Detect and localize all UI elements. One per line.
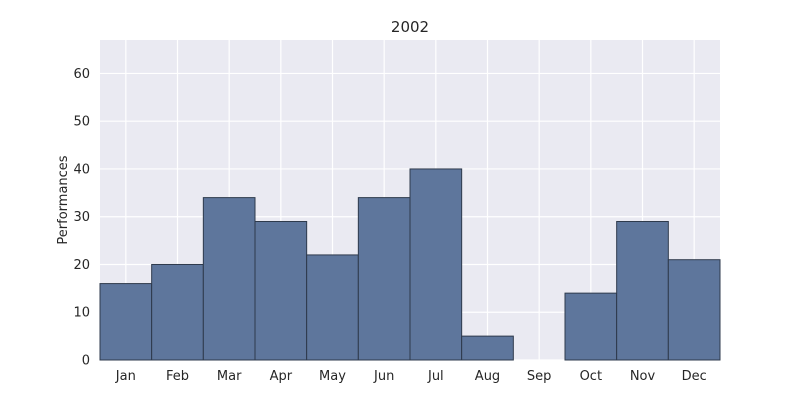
y-tick-label: 60 <box>73 67 90 82</box>
y-tick-label: 10 <box>73 306 90 321</box>
bar-jul <box>409 168 463 361</box>
bar-feb <box>151 263 204 361</box>
bars <box>99 168 721 361</box>
y-tick-label: 40 <box>73 162 90 177</box>
bar-may <box>306 254 359 361</box>
x-tick-label: Jun <box>373 369 394 384</box>
y-tick-label: 0 <box>82 354 90 369</box>
x-tick-label: Sep <box>527 369 552 384</box>
x-tick-label: Nov <box>630 369 656 384</box>
bar-jun <box>357 197 411 361</box>
bar-nov <box>616 220 669 361</box>
x-tick-label: Dec <box>682 369 707 384</box>
y-axis-label: Performances <box>56 155 71 244</box>
bar-mar <box>202 197 256 361</box>
x-tick-label: Apr <box>270 369 293 384</box>
chart-title: 2002 <box>391 18 429 36</box>
y-tick-label: 50 <box>73 115 90 130</box>
x-tick-label: Aug <box>475 369 500 384</box>
x-tick-label: Jan <box>115 369 136 384</box>
x-tick-label: Feb <box>166 369 189 384</box>
bar-apr <box>254 220 308 361</box>
x-tick-label: Oct <box>580 369 602 384</box>
y-tick-label: 30 <box>73 210 90 225</box>
bar-dec <box>667 259 721 361</box>
x-tick-label: Mar <box>217 369 242 384</box>
x-tick-label: Jul <box>427 369 444 384</box>
bar-oct <box>564 292 618 361</box>
bar-aug <box>461 335 514 361</box>
x-tick-label: May <box>319 369 346 384</box>
y-tick-label: 20 <box>73 258 90 273</box>
bar-jan <box>99 283 153 361</box>
tick-labels: 0 10 20 30 40 50 60 Jan Feb Mar Apr May Jun Jul Aug Sep… <box>73 67 706 384</box>
